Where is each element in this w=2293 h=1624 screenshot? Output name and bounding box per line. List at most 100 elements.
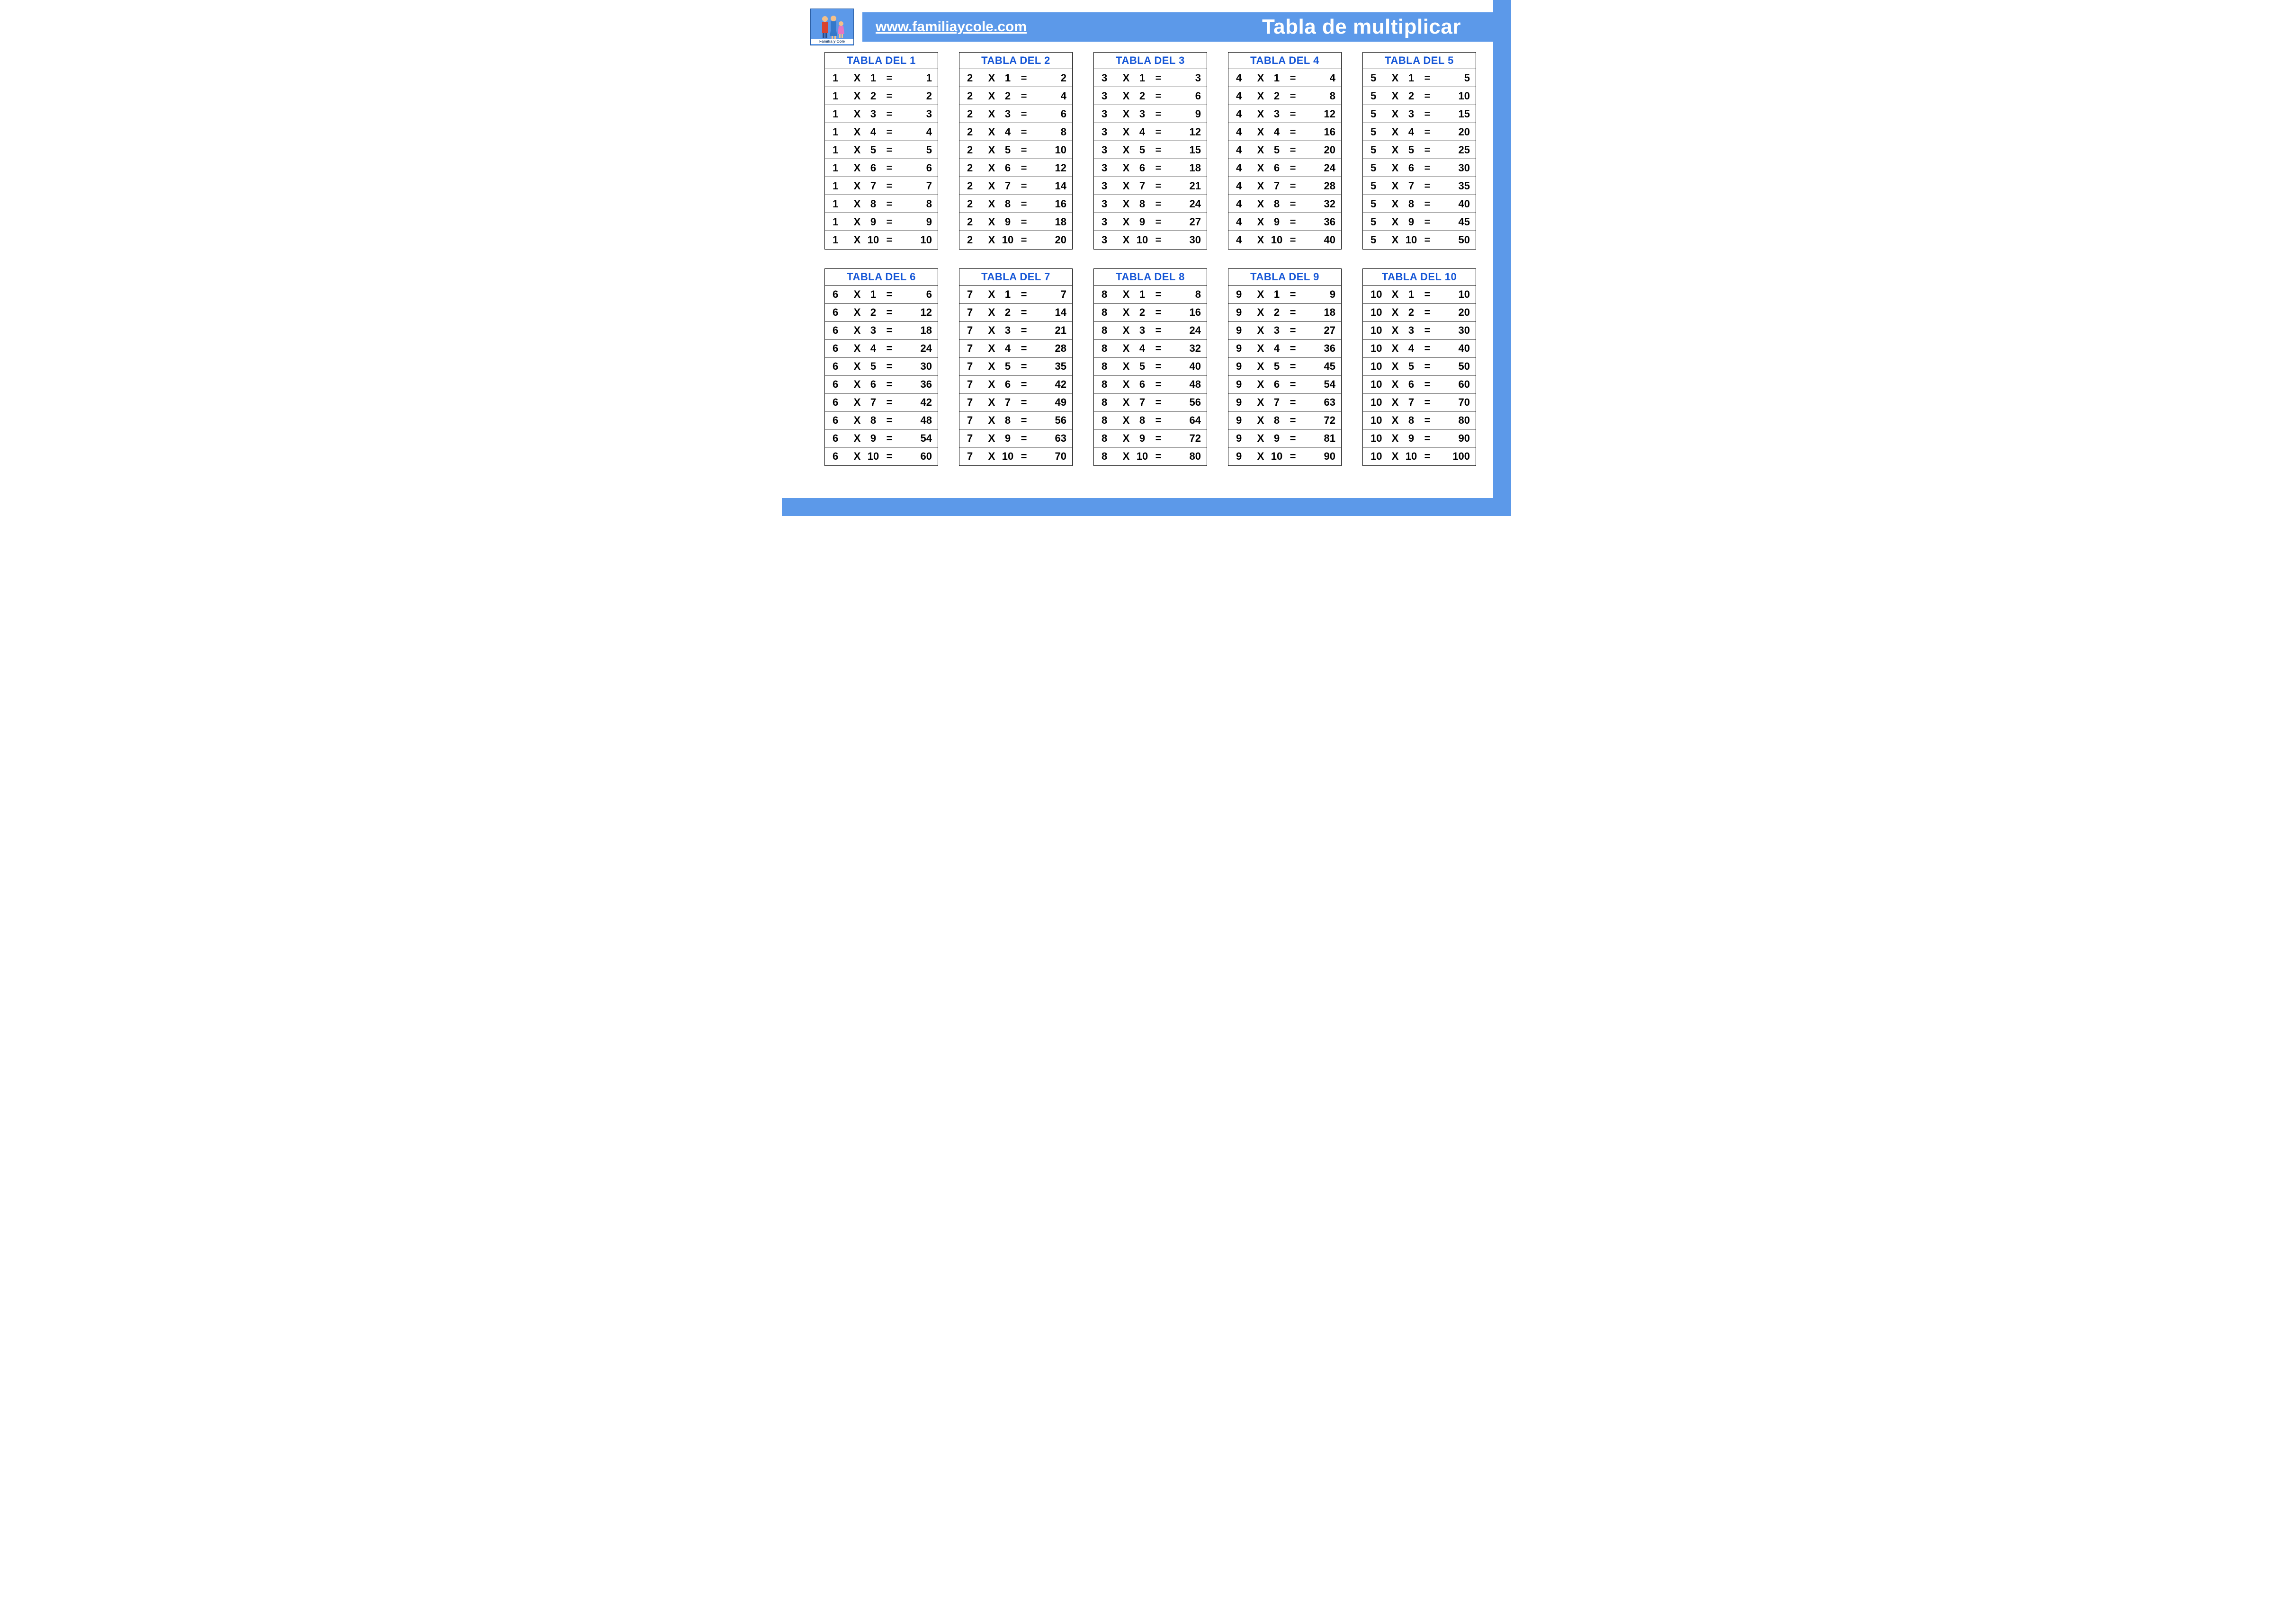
table-row: 7X4=28 [959, 339, 1072, 357]
product: 18 [897, 325, 932, 336]
page: Familia y Cole www.familiaycole.com Tabl… [782, 0, 1511, 516]
multiplicand: 7 [967, 433, 984, 444]
operator: X [984, 235, 999, 245]
multiplicand: 3 [1102, 109, 1119, 119]
operator: X [1388, 343, 1403, 354]
product: 45 [1300, 361, 1335, 372]
equals: = [882, 379, 897, 390]
operator: X [1119, 145, 1134, 155]
product: 10 [1435, 91, 1470, 101]
operator: X [1253, 109, 1268, 119]
equals: = [1151, 397, 1166, 408]
product: 45 [1435, 217, 1470, 227]
multiplicand: 9 [1236, 307, 1253, 318]
product: 25 [1435, 145, 1470, 155]
operator: X [850, 379, 865, 390]
equals: = [882, 181, 897, 191]
equals: = [1285, 235, 1300, 245]
table-row: 6X9=54 [825, 429, 938, 447]
multiplier: 2 [1403, 91, 1420, 101]
operator: X [1388, 181, 1403, 191]
equals: = [882, 235, 897, 245]
operator: X [984, 73, 999, 83]
multiplier: 4 [1268, 127, 1285, 137]
multiplier: 8 [865, 199, 882, 209]
product: 27 [1166, 217, 1201, 227]
table-row: 9X10=90 [1228, 447, 1341, 465]
table-row: 10X3=30 [1363, 321, 1476, 339]
multiplier: 3 [865, 325, 882, 336]
table-row: 5X3=15 [1363, 105, 1476, 123]
operator: X [1253, 235, 1268, 245]
multiplier: 6 [1268, 379, 1285, 390]
multiplicand: 9 [1236, 289, 1253, 300]
product: 6 [1166, 91, 1201, 101]
table-row: 8X6=48 [1094, 375, 1207, 393]
multiplier: 7 [1403, 397, 1420, 408]
multiplication-table-4: TABLA DEL 44X1=44X2=84X3=124X4=164X5=204… [1228, 52, 1342, 250]
equals: = [1016, 199, 1031, 209]
equals: = [1016, 91, 1031, 101]
product: 9 [1166, 109, 1201, 119]
multiplier: 2 [865, 91, 882, 101]
multiplicand: 3 [1102, 73, 1119, 83]
product: 6 [897, 289, 932, 300]
operator: X [1119, 325, 1134, 336]
operator: X [1388, 235, 1403, 245]
multiplier: 8 [1403, 415, 1420, 426]
product: 72 [1166, 433, 1201, 444]
equals: = [1420, 109, 1435, 119]
equals: = [1420, 433, 1435, 444]
product: 9 [1300, 289, 1335, 300]
product: 12 [1166, 127, 1201, 137]
product: 10 [1435, 289, 1470, 300]
brand-logo: Familia y Cole [810, 9, 854, 45]
equals: = [1016, 217, 1031, 227]
equals: = [1285, 163, 1300, 173]
product: 8 [897, 199, 932, 209]
product: 6 [1031, 109, 1066, 119]
table-row: 10X2=20 [1363, 303, 1476, 321]
product: 4 [1031, 91, 1066, 101]
operator: X [1388, 127, 1403, 137]
table-row: 4X8=32 [1228, 195, 1341, 213]
table-row: 4X9=36 [1228, 213, 1341, 231]
operator: X [1119, 181, 1134, 191]
multiplicand: 3 [1102, 235, 1119, 245]
multiplier: 5 [1403, 361, 1420, 372]
multiplicand: 2 [967, 145, 984, 155]
multiplier: 7 [1268, 397, 1285, 408]
equals: = [1151, 415, 1166, 426]
operator: X [1119, 343, 1134, 354]
equals: = [1420, 451, 1435, 462]
operator: X [1388, 325, 1403, 336]
multiplier: 6 [1134, 163, 1151, 173]
product: 63 [1031, 433, 1066, 444]
operator: X [1253, 433, 1268, 444]
product: 18 [1031, 217, 1066, 227]
table-row: 10X5=50 [1363, 357, 1476, 375]
header: Familia y Cole www.familiaycole.com Tabl… [782, 0, 1493, 45]
multiplier: 1 [1403, 289, 1420, 300]
equals: = [882, 73, 897, 83]
equals: = [882, 127, 897, 137]
multiplicand: 8 [1102, 307, 1119, 318]
table-row: 7X3=21 [959, 321, 1072, 339]
product: 28 [1031, 343, 1066, 354]
multiplier: 1 [865, 289, 882, 300]
table-row: 3X6=18 [1094, 159, 1207, 177]
operator: X [984, 397, 999, 408]
table-row: 3X2=6 [1094, 87, 1207, 105]
product: 90 [1300, 451, 1335, 462]
product: 81 [1300, 433, 1335, 444]
operator: X [850, 217, 865, 227]
multiplier: 2 [865, 307, 882, 318]
table-row: 4X6=24 [1228, 159, 1341, 177]
equals: = [1151, 307, 1166, 318]
product: 24 [1166, 199, 1201, 209]
equals: = [1285, 397, 1300, 408]
equals: = [1016, 397, 1031, 408]
multiplicand: 7 [967, 325, 984, 336]
operator: X [1388, 289, 1403, 300]
family-icon [815, 14, 849, 39]
